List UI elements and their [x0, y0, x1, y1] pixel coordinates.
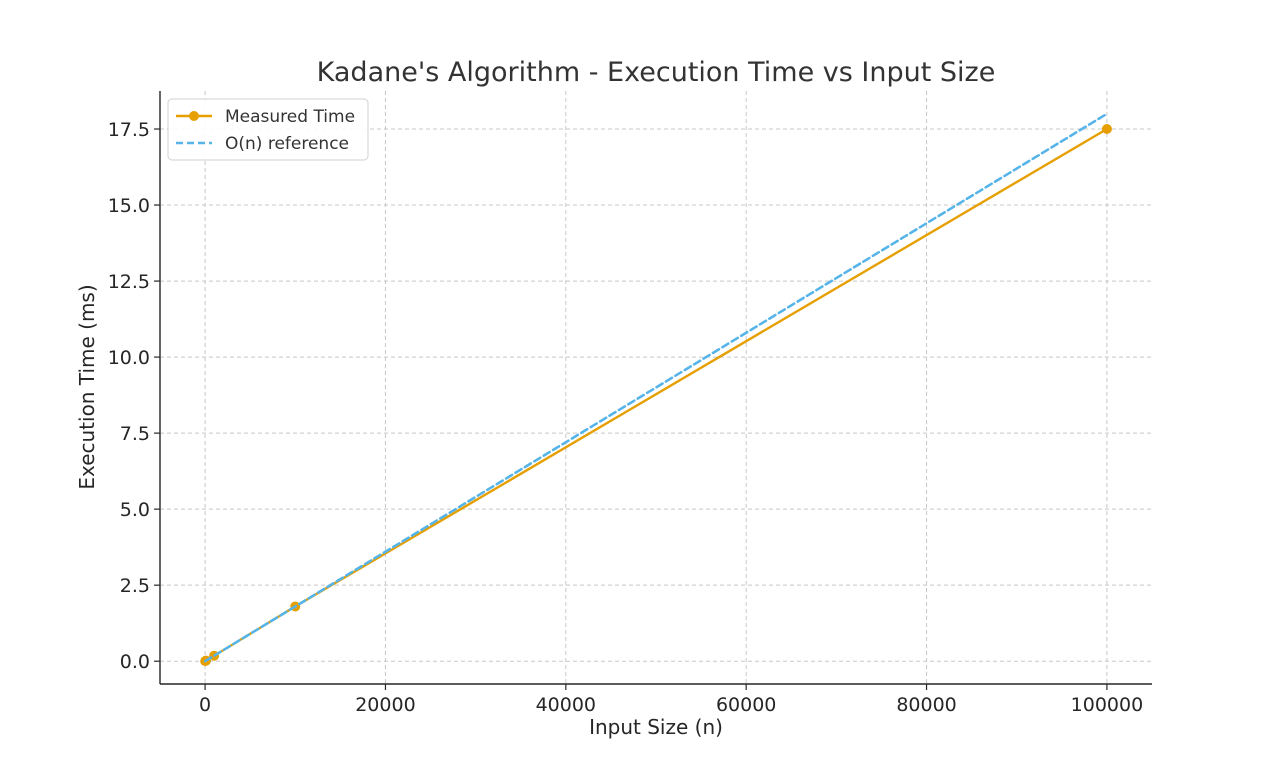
tick-labels: 0 20000 40000 60000 80000 100000 0.0 2.5 5.0 7.5 1…: [108, 119, 1143, 716]
x-tick-label: 20000: [355, 694, 415, 716]
grid: [160, 91, 1152, 684]
y-tick-label: 2.5: [120, 575, 150, 597]
y-axis-label: Execution Time (ms): [75, 284, 99, 489]
axes: [154, 91, 1152, 690]
y-tick-label: 0.0: [120, 651, 150, 673]
y-tick-label: 17.5: [108, 119, 150, 141]
y-tick-label: 7.5: [120, 423, 150, 445]
y-tick-label: 12.5: [108, 271, 150, 293]
x-tick-label: 80000: [896, 694, 956, 716]
series-line-on-reference-overlay: [203, 112, 1109, 663]
legend-label-reference: O(n) reference: [225, 134, 349, 154]
x-tick-label: 100000: [1071, 694, 1144, 716]
legend-measured-marker: [189, 111, 199, 121]
legend: Measured Time O(n) reference: [167, 98, 369, 161]
legend-frame: [167, 98, 369, 161]
measured-time-point: [1101, 124, 1112, 135]
x-tick-label: 60000: [716, 694, 776, 716]
x-tick-label: 40000: [536, 694, 596, 716]
series-layer: [200, 112, 1112, 667]
x-axis-label: Input Size (n): [589, 715, 723, 739]
y-tick-label: 15.0: [108, 195, 150, 217]
x-tick-label: 0: [199, 694, 211, 716]
chart-title: Kadane's Algorithm - Execution Time vs I…: [317, 57, 996, 88]
y-tick-label: 5.0: [120, 499, 150, 521]
y-tick-label: 10.0: [108, 347, 150, 369]
series-line-measured-time: [203, 127, 1109, 663]
legend-label-measured: Measured Time: [225, 107, 355, 127]
